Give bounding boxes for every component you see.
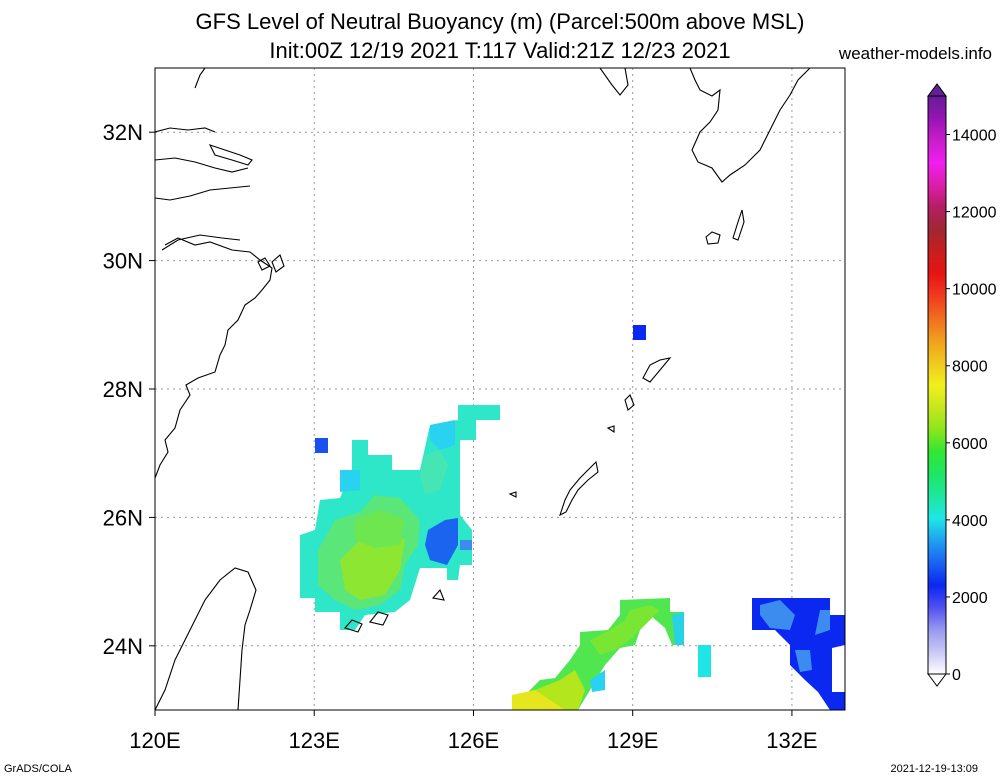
credit-label: GrADS/COLA <box>4 763 72 775</box>
x-tick-label: 123E <box>289 728 340 753</box>
x-tick-label: 132E <box>766 728 817 753</box>
y-tick-label: 30N <box>103 249 143 274</box>
colorbar-body <box>927 95 947 675</box>
ishigaki <box>369 611 389 626</box>
okinawa <box>559 460 599 517</box>
title-line-1: GFS Level of Neutral Buoyancy (m) (Parce… <box>195 9 805 34</box>
colorbar-ticks: 0 2000 4000 6000 8000 10000 12000 14000 <box>946 128 997 684</box>
zhoushan <box>257 254 285 273</box>
china-coast <box>155 68 273 479</box>
east-china-sea-cell <box>300 405 500 630</box>
southeast-cell <box>633 325 845 710</box>
y-tick-label: 32N <box>103 120 143 145</box>
x-tick-label: 129E <box>607 728 658 753</box>
coastlines <box>155 68 811 710</box>
graticule <box>154 68 845 710</box>
south-band <box>512 598 711 710</box>
title-line-2: Init:00Z 12/19 2021 T:117 Valid:21Z 12/2… <box>269 38 731 63</box>
colorbar-tick-label: 14000 <box>952 128 997 145</box>
tokunoshima <box>624 394 635 411</box>
x-tick-label: 120E <box>129 728 180 753</box>
y-tick-label: 24N <box>103 634 143 659</box>
y-tick-label: 26N <box>103 505 143 530</box>
x-tick-label: 126E <box>448 728 499 753</box>
colorbar-tick-label: 4000 <box>952 513 988 530</box>
kumejima <box>508 491 517 498</box>
iriomote <box>344 619 363 633</box>
x-axis: 120E 123E 126E 129E 132E <box>129 710 818 753</box>
amami-oshima <box>642 357 672 383</box>
taiwan-coast <box>155 567 257 710</box>
colorbar-tick-label: 8000 <box>952 359 988 376</box>
timestamp-label: 2021-12-19-13:09 <box>890 763 978 775</box>
colorbar-tick-label: 12000 <box>952 205 997 222</box>
yakushima <box>705 231 721 245</box>
y-axis: 24N 26N 28N 30N 32N <box>103 120 155 659</box>
colorbar-tick-label: 2000 <box>952 590 988 607</box>
kyushu-coast <box>689 68 811 183</box>
yangtze-estuary <box>208 144 253 166</box>
colorbar-top-arrow <box>927 83 947 97</box>
colorbar-tick-label: 0 <box>952 667 961 684</box>
site-label: weather-models.info <box>838 44 992 63</box>
korea-tip <box>599 68 629 96</box>
okinoerabu <box>606 425 615 434</box>
colorbar-tick-label: 10000 <box>952 282 997 299</box>
colorbar: 0 2000 4000 6000 8000 10000 12000 14000 <box>927 83 997 687</box>
colorbar-bottom-arrow <box>927 673 947 687</box>
buoyancy-field <box>300 325 845 710</box>
colorbar-tick-label: 6000 <box>952 436 988 453</box>
y-tick-label: 28N <box>103 377 143 402</box>
miyako <box>431 588 445 601</box>
tanegashima <box>732 209 745 241</box>
